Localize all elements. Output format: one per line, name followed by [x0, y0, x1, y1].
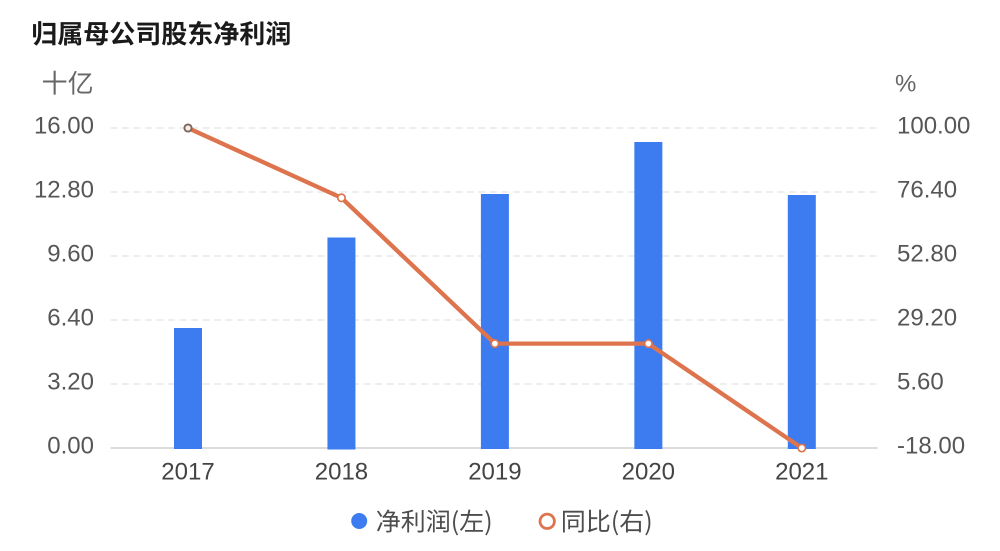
svg-text:2018: 2018: [315, 459, 368, 486]
svg-text:12.80: 12.80: [34, 176, 94, 203]
svg-text:100.00: 100.00: [897, 112, 970, 139]
svg-text:2019: 2019: [468, 459, 521, 486]
svg-text:3.20: 3.20: [47, 368, 94, 395]
svg-text:52.80: 52.80: [897, 240, 957, 267]
svg-text:-18.00: -18.00: [897, 432, 965, 459]
svg-text:2021: 2021: [775, 459, 828, 486]
svg-text:%: %: [895, 71, 916, 98]
svg-text:29.20: 29.20: [897, 304, 957, 331]
svg-text:2017: 2017: [161, 459, 214, 486]
svg-text:76.40: 76.40: [897, 176, 957, 203]
svg-text:2020: 2020: [622, 459, 675, 486]
svg-text:16.00: 16.00: [34, 112, 94, 139]
svg-text:5.60: 5.60: [897, 368, 944, 395]
svg-text:9.60: 9.60: [47, 240, 94, 267]
svg-text:0.00: 0.00: [47, 432, 94, 459]
svg-text:6.40: 6.40: [47, 304, 94, 331]
